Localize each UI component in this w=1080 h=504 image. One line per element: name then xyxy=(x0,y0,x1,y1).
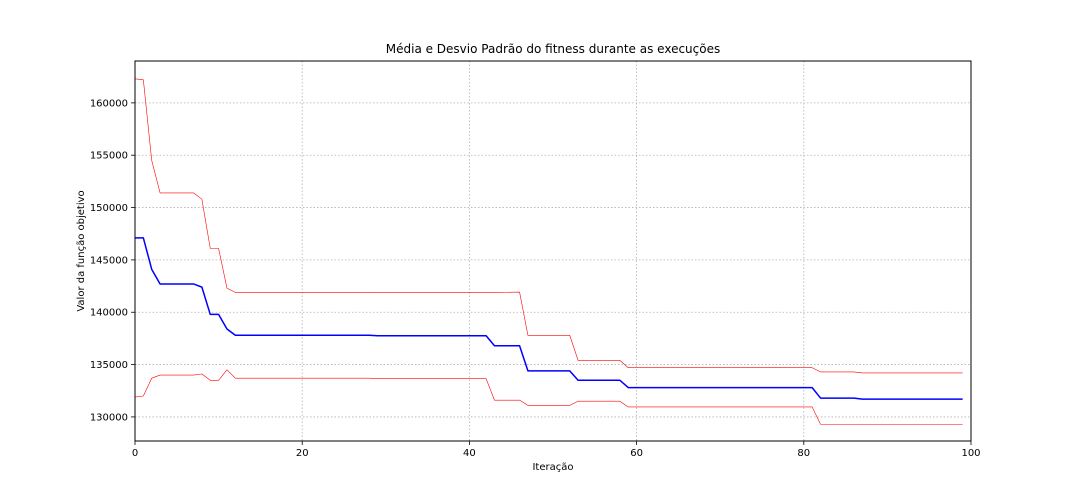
x-tick-label: 0 xyxy=(132,448,138,459)
y-tick-label: 130000 xyxy=(90,412,128,423)
x-tick-label: 80 xyxy=(797,448,810,459)
chart-title: Média e Desvio Padrão do fitness durante… xyxy=(386,42,720,56)
y-tick-label: 150000 xyxy=(90,203,128,214)
x-axis: 0 20 40 60 80 100 xyxy=(132,441,981,459)
series-line-mean xyxy=(135,237,963,400)
x-axis-label: Iteração xyxy=(532,462,573,473)
series-line-mean-plus-std xyxy=(134,78,963,374)
series-line-mean-minus-std xyxy=(134,369,963,425)
y-tick-label: 155000 xyxy=(90,151,128,162)
series-layer xyxy=(134,78,963,425)
y-tick-label: 140000 xyxy=(90,308,128,319)
y-tick-label: 145000 xyxy=(90,255,128,266)
x-tick-label: 60 xyxy=(630,448,643,459)
plot-frame xyxy=(134,60,972,442)
y-axis: 130000 135000 140000 145000 150000 155000 1600… xyxy=(90,98,135,423)
x-tick-label: 40 xyxy=(463,448,476,459)
x-tick-label: 20 xyxy=(296,448,309,459)
x-tick-label: 100 xyxy=(961,448,980,459)
y-axis-label: Valor da função objetivo xyxy=(76,190,87,311)
y-tick-label: 135000 xyxy=(90,360,128,371)
y-tick-label: 160000 xyxy=(90,98,128,109)
grid-lines xyxy=(134,61,972,441)
